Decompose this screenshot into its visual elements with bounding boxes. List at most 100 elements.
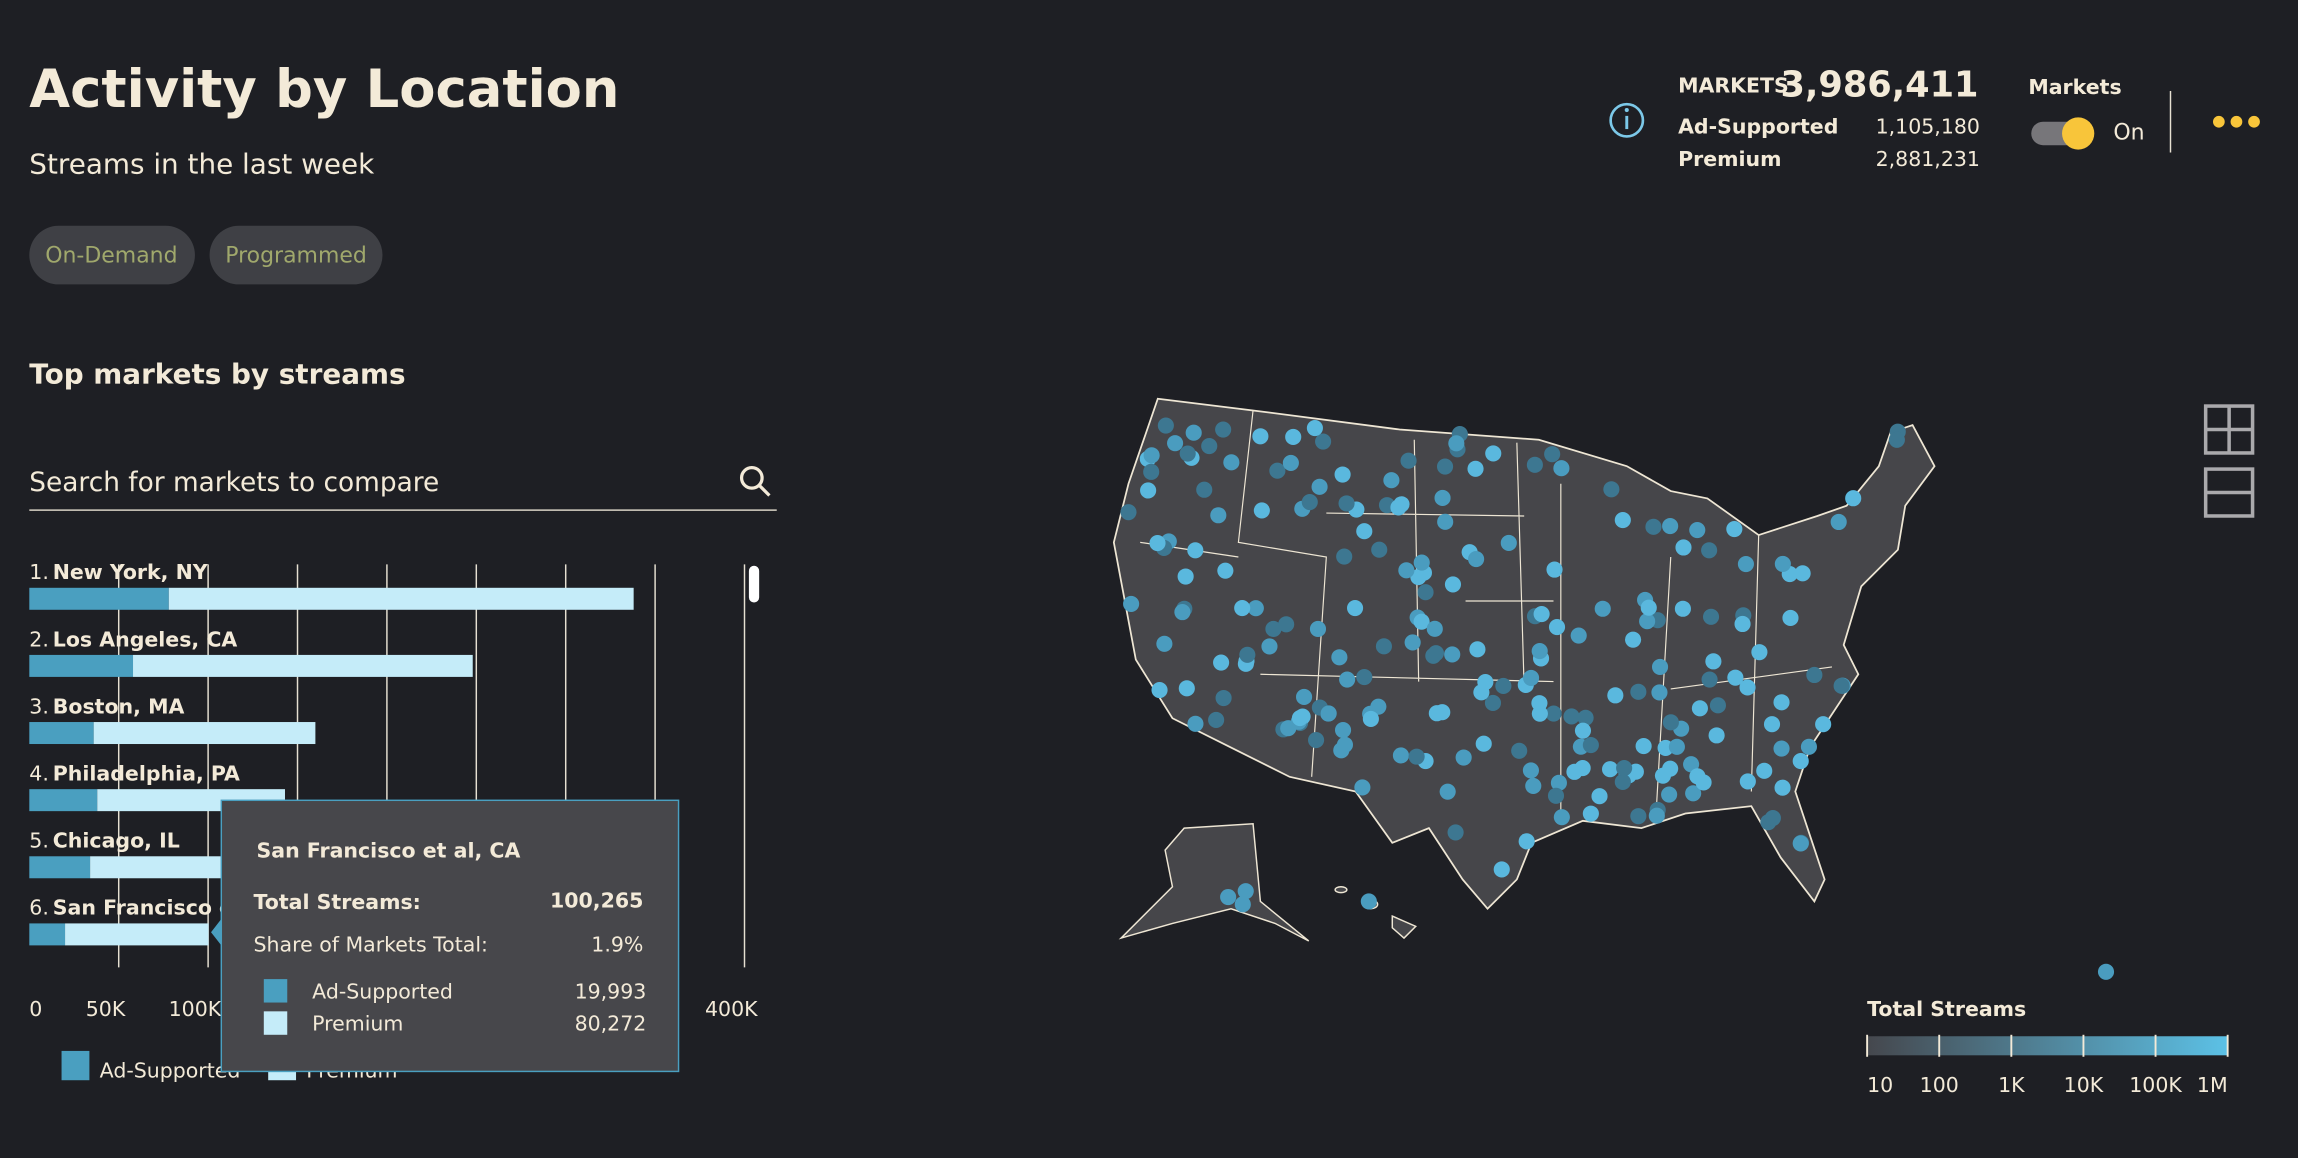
map-dot xyxy=(1630,808,1647,825)
map-dot xyxy=(1635,738,1652,755)
map-dot xyxy=(1563,708,1580,725)
map-dot xyxy=(1375,638,1392,655)
x-tick-label: 400K xyxy=(705,997,758,1021)
filter-chip[interactable] xyxy=(29,225,195,285)
map-dot xyxy=(1582,805,1599,822)
map-dot xyxy=(1410,569,1427,586)
map-dot xyxy=(1545,705,1562,722)
map-dot xyxy=(1217,562,1234,579)
map-dot xyxy=(1739,679,1756,696)
scrollbar-thumb[interactable] xyxy=(748,565,760,603)
zoom-in[interactable] xyxy=(2203,404,2255,455)
map-dot xyxy=(1331,649,1348,666)
map-dot xyxy=(1602,761,1619,778)
map-dot xyxy=(1522,762,1539,779)
map-dot xyxy=(1815,716,1832,733)
legend-tick-label: 10K xyxy=(2064,1073,2104,1097)
map-dot xyxy=(1123,595,1140,612)
map-dot xyxy=(1705,653,1722,670)
map-dot xyxy=(1413,554,1430,571)
map-dot xyxy=(1308,732,1325,749)
map-dot xyxy=(1455,749,1472,766)
filter-label[interactable]: On-Demand xyxy=(45,244,177,269)
map-dot xyxy=(1547,787,1565,804)
map-dot xyxy=(1306,419,1323,437)
map-dot xyxy=(1468,551,1485,568)
map-dot xyxy=(1311,478,1328,495)
map-dot xyxy=(1708,727,1725,744)
map-dot xyxy=(1408,748,1425,765)
map-dot xyxy=(1371,541,1388,558)
category-label: Boston, MA xyxy=(53,694,185,718)
map-dot xyxy=(1533,605,1550,623)
map-dot xyxy=(1143,463,1160,480)
bar-segment xyxy=(29,722,94,745)
map-dot xyxy=(2097,963,2115,980)
map-dot xyxy=(1467,460,1484,477)
map-dot xyxy=(1140,482,1157,499)
map-dot xyxy=(1614,512,1631,529)
totals-row-value: 2,881,231 xyxy=(1876,147,1980,171)
filter-label[interactable]: Programmed xyxy=(225,244,367,269)
map-dot xyxy=(1668,738,1685,755)
map-dot xyxy=(1685,785,1702,802)
map-dot xyxy=(1362,710,1379,728)
map-dot xyxy=(1167,435,1184,452)
map-dot xyxy=(1269,462,1286,479)
map-dot xyxy=(1220,888,1237,906)
map-dot xyxy=(1185,424,1202,441)
map-dot xyxy=(1546,561,1563,578)
rank: 3. xyxy=(29,694,49,718)
map-dot xyxy=(1495,677,1512,695)
map-dot xyxy=(1603,481,1620,498)
zoom-out[interactable] xyxy=(2203,467,2255,518)
map-dot xyxy=(1469,641,1486,658)
tooltip-swatch xyxy=(263,979,288,1003)
tooltip-value: 100,265 xyxy=(550,888,643,912)
map-dot xyxy=(1444,576,1462,593)
toggle-knob[interactable] xyxy=(2062,117,2095,150)
map-dot xyxy=(1473,684,1490,701)
map-dot xyxy=(1640,599,1657,616)
map-dot xyxy=(1630,683,1647,700)
search-placeholder[interactable]: Search for markets to compare xyxy=(29,468,439,498)
map-dot xyxy=(1645,518,1662,535)
map-dot xyxy=(1252,428,1269,445)
more-menu[interactable] xyxy=(2212,115,2260,128)
map-dot xyxy=(1143,447,1160,464)
map-dot xyxy=(1436,458,1454,475)
map-dot xyxy=(1782,609,1799,627)
map-legend-ramp xyxy=(1867,1036,2228,1056)
map-dot xyxy=(1213,654,1230,671)
map-dot xyxy=(1518,833,1535,850)
map-dot xyxy=(1695,774,1712,791)
map-dot xyxy=(1301,493,1318,511)
filter-chip[interactable] xyxy=(209,225,383,285)
bar-segment xyxy=(168,587,634,610)
map-dot xyxy=(1701,671,1718,688)
map-dot xyxy=(1320,705,1337,722)
bar-segment xyxy=(90,856,255,879)
map-dot xyxy=(1553,809,1570,826)
map-dot xyxy=(1639,613,1656,630)
map-dot xyxy=(1239,646,1256,663)
map-dot xyxy=(1336,736,1354,753)
info-icon[interactable] xyxy=(1609,102,1645,138)
map-dot xyxy=(1177,568,1194,585)
x-tick-label: 50K xyxy=(86,997,126,1021)
tooltip-label: Share of Markets Total: xyxy=(254,932,488,956)
map-dot xyxy=(1439,783,1456,800)
search-icon[interactable] xyxy=(739,466,771,497)
map-dot xyxy=(1727,669,1744,686)
map-dot xyxy=(1756,762,1773,779)
map-dot xyxy=(1582,736,1599,754)
totals-row-label: Ad-Supported xyxy=(1678,115,1838,139)
tooltip-pointer xyxy=(211,919,222,946)
map-dot xyxy=(1223,454,1240,471)
map-dot xyxy=(1675,539,1692,556)
x-tick-label: 0 xyxy=(29,997,42,1021)
map-dot xyxy=(1614,773,1631,791)
map-dot xyxy=(1691,700,1708,717)
tooltip-label: Total Streams: xyxy=(254,890,421,914)
map-dot xyxy=(1526,456,1543,473)
